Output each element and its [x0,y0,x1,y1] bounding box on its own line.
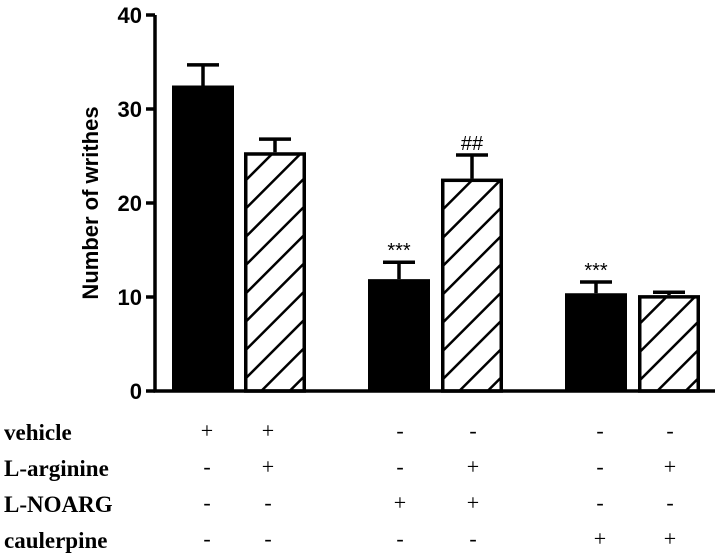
y-tick-label: 10 [118,285,142,310]
significance-marker: ## [461,133,484,155]
minus-sign: - [264,490,271,515]
y-tick-label: 20 [118,191,142,216]
plus-sign: + [467,490,479,515]
bar-solid [368,279,430,391]
treatment-row-label: caulerpine [4,528,108,553]
bar-solid [172,85,234,391]
bar-hatched [441,178,503,393]
y-axis-label: Number of writhes [78,106,103,299]
minus-sign: - [203,490,210,515]
y-tick-label: 0 [130,379,142,404]
bar-hatched [638,295,700,393]
plus-sign: + [201,418,213,443]
y-tick-label: 40 [118,3,142,28]
bar-hatched [244,152,306,393]
minus-sign: - [469,526,476,551]
minus-sign: - [264,526,271,551]
treatment-table: vehicle + + - - - - L-arginine - + - + - + L-NOARG - - + +… [4,418,676,553]
minus-sign: - [203,454,210,479]
minus-sign: - [666,490,673,515]
minus-sign: - [596,490,603,515]
minus-sign: - [396,454,403,479]
minus-sign: - [596,418,603,443]
minus-sign: - [396,526,403,551]
plus-sign: + [262,454,274,479]
y-tick-label: 30 [118,97,142,122]
plus-sign: + [664,454,676,479]
bars [172,63,700,393]
plus-sign: + [467,454,479,479]
minus-sign: - [203,526,210,551]
minus-sign: - [596,454,603,479]
plus-sign: + [394,490,406,515]
minus-sign: - [666,418,673,443]
treatment-row-label: L-NOARG [4,492,113,517]
significance-annotations: *** ## *** [387,133,608,282]
minus-sign: - [469,418,476,443]
plus-sign: + [594,526,606,551]
minus-sign: - [396,418,403,443]
plus-sign: + [664,526,676,551]
treatment-row-label: L-arginine [4,456,109,481]
treatment-row-label: vehicle [4,420,72,445]
plus-sign: + [262,418,274,443]
y-axis: 0 10 20 30 40 Number of writhes [78,3,157,404]
bar-solid [565,293,627,391]
significance-marker: *** [387,240,411,262]
significance-marker: *** [584,260,608,282]
